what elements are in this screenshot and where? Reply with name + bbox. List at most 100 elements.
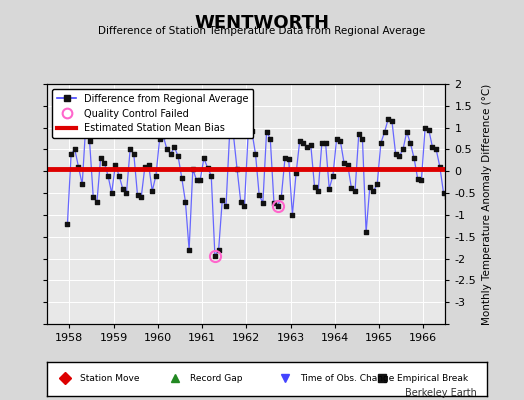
Point xyxy=(369,188,378,194)
Point xyxy=(170,144,179,150)
Point xyxy=(380,129,389,135)
Point xyxy=(391,151,400,157)
Point xyxy=(373,181,381,188)
Point xyxy=(321,140,330,146)
Point xyxy=(78,181,86,188)
Point xyxy=(299,140,308,146)
Point xyxy=(413,176,422,182)
Point xyxy=(435,164,444,170)
Point xyxy=(82,120,90,126)
Point xyxy=(225,129,234,135)
Point xyxy=(174,153,182,159)
Legend: Difference from Regional Average, Quality Control Failed, Estimated Station Mean: Difference from Regional Average, Qualit… xyxy=(52,89,254,138)
Point xyxy=(325,186,333,192)
Point xyxy=(358,135,367,142)
Point xyxy=(89,194,97,201)
Point xyxy=(351,188,359,194)
Point xyxy=(181,199,190,205)
Point xyxy=(93,199,101,205)
Point xyxy=(126,146,134,153)
Point xyxy=(318,140,326,146)
Point xyxy=(244,131,253,137)
Point xyxy=(362,229,370,236)
Point xyxy=(74,164,83,170)
Point xyxy=(214,247,223,253)
Point xyxy=(277,193,286,200)
Point xyxy=(207,172,215,179)
Point xyxy=(240,203,248,209)
Point xyxy=(288,212,297,218)
Point xyxy=(140,164,149,170)
Point xyxy=(377,140,385,146)
Point xyxy=(384,116,392,122)
Point xyxy=(281,155,289,161)
Point xyxy=(203,164,212,171)
Point xyxy=(145,162,153,168)
Point xyxy=(104,172,112,179)
Point xyxy=(329,172,337,179)
Point xyxy=(274,203,282,209)
Point xyxy=(248,128,256,134)
Point xyxy=(417,177,425,183)
Point xyxy=(402,129,411,135)
Point xyxy=(252,151,260,157)
Text: Difference of Station Temperature Data from Regional Average: Difference of Station Temperature Data f… xyxy=(99,26,425,36)
Point xyxy=(443,194,452,201)
Point xyxy=(111,162,119,168)
Point xyxy=(211,253,219,260)
Point xyxy=(366,183,374,190)
Point xyxy=(67,151,75,157)
Point xyxy=(129,151,138,157)
Point xyxy=(355,131,363,137)
Point xyxy=(388,118,396,124)
Point xyxy=(148,188,157,194)
Text: Empirical Break: Empirical Break xyxy=(397,374,468,383)
Point xyxy=(332,135,341,142)
Point xyxy=(152,172,160,179)
Point xyxy=(314,188,322,194)
Point xyxy=(189,166,197,172)
Point xyxy=(192,177,201,183)
Point xyxy=(156,135,164,142)
Point xyxy=(159,133,168,140)
Point xyxy=(439,190,447,196)
Point xyxy=(185,247,193,253)
Point xyxy=(178,175,186,181)
Point xyxy=(133,192,141,198)
Point xyxy=(285,156,293,162)
Point xyxy=(347,185,356,191)
Point xyxy=(96,155,105,161)
Y-axis label: Monthly Temperature Anomaly Difference (°C): Monthly Temperature Anomaly Difference (… xyxy=(482,83,492,325)
Point xyxy=(296,138,304,144)
Point xyxy=(115,172,123,179)
Text: Time of Obs. Change: Time of Obs. Change xyxy=(300,374,395,383)
Point xyxy=(410,155,418,161)
Point xyxy=(421,124,429,131)
Point xyxy=(236,199,245,205)
Point xyxy=(167,151,175,157)
Point xyxy=(163,146,171,153)
Text: Record Gap: Record Gap xyxy=(190,374,243,383)
Point xyxy=(303,144,311,150)
Point xyxy=(399,146,407,153)
Text: WENTWORTH: WENTWORTH xyxy=(194,14,330,32)
Point xyxy=(310,183,319,190)
Point xyxy=(424,127,433,133)
Point xyxy=(137,194,145,201)
Point xyxy=(263,129,271,135)
Point xyxy=(292,170,300,177)
Point xyxy=(229,131,237,137)
Point xyxy=(200,155,208,161)
Point xyxy=(85,138,94,144)
Text: Station Move: Station Move xyxy=(80,374,140,383)
Point xyxy=(428,144,436,150)
Point xyxy=(222,203,230,209)
Point xyxy=(196,177,204,183)
Point xyxy=(233,166,241,172)
Point xyxy=(63,220,72,227)
Point xyxy=(71,146,79,153)
Point xyxy=(259,200,267,206)
Point xyxy=(336,138,344,144)
Point xyxy=(340,159,348,166)
Point xyxy=(255,192,264,198)
